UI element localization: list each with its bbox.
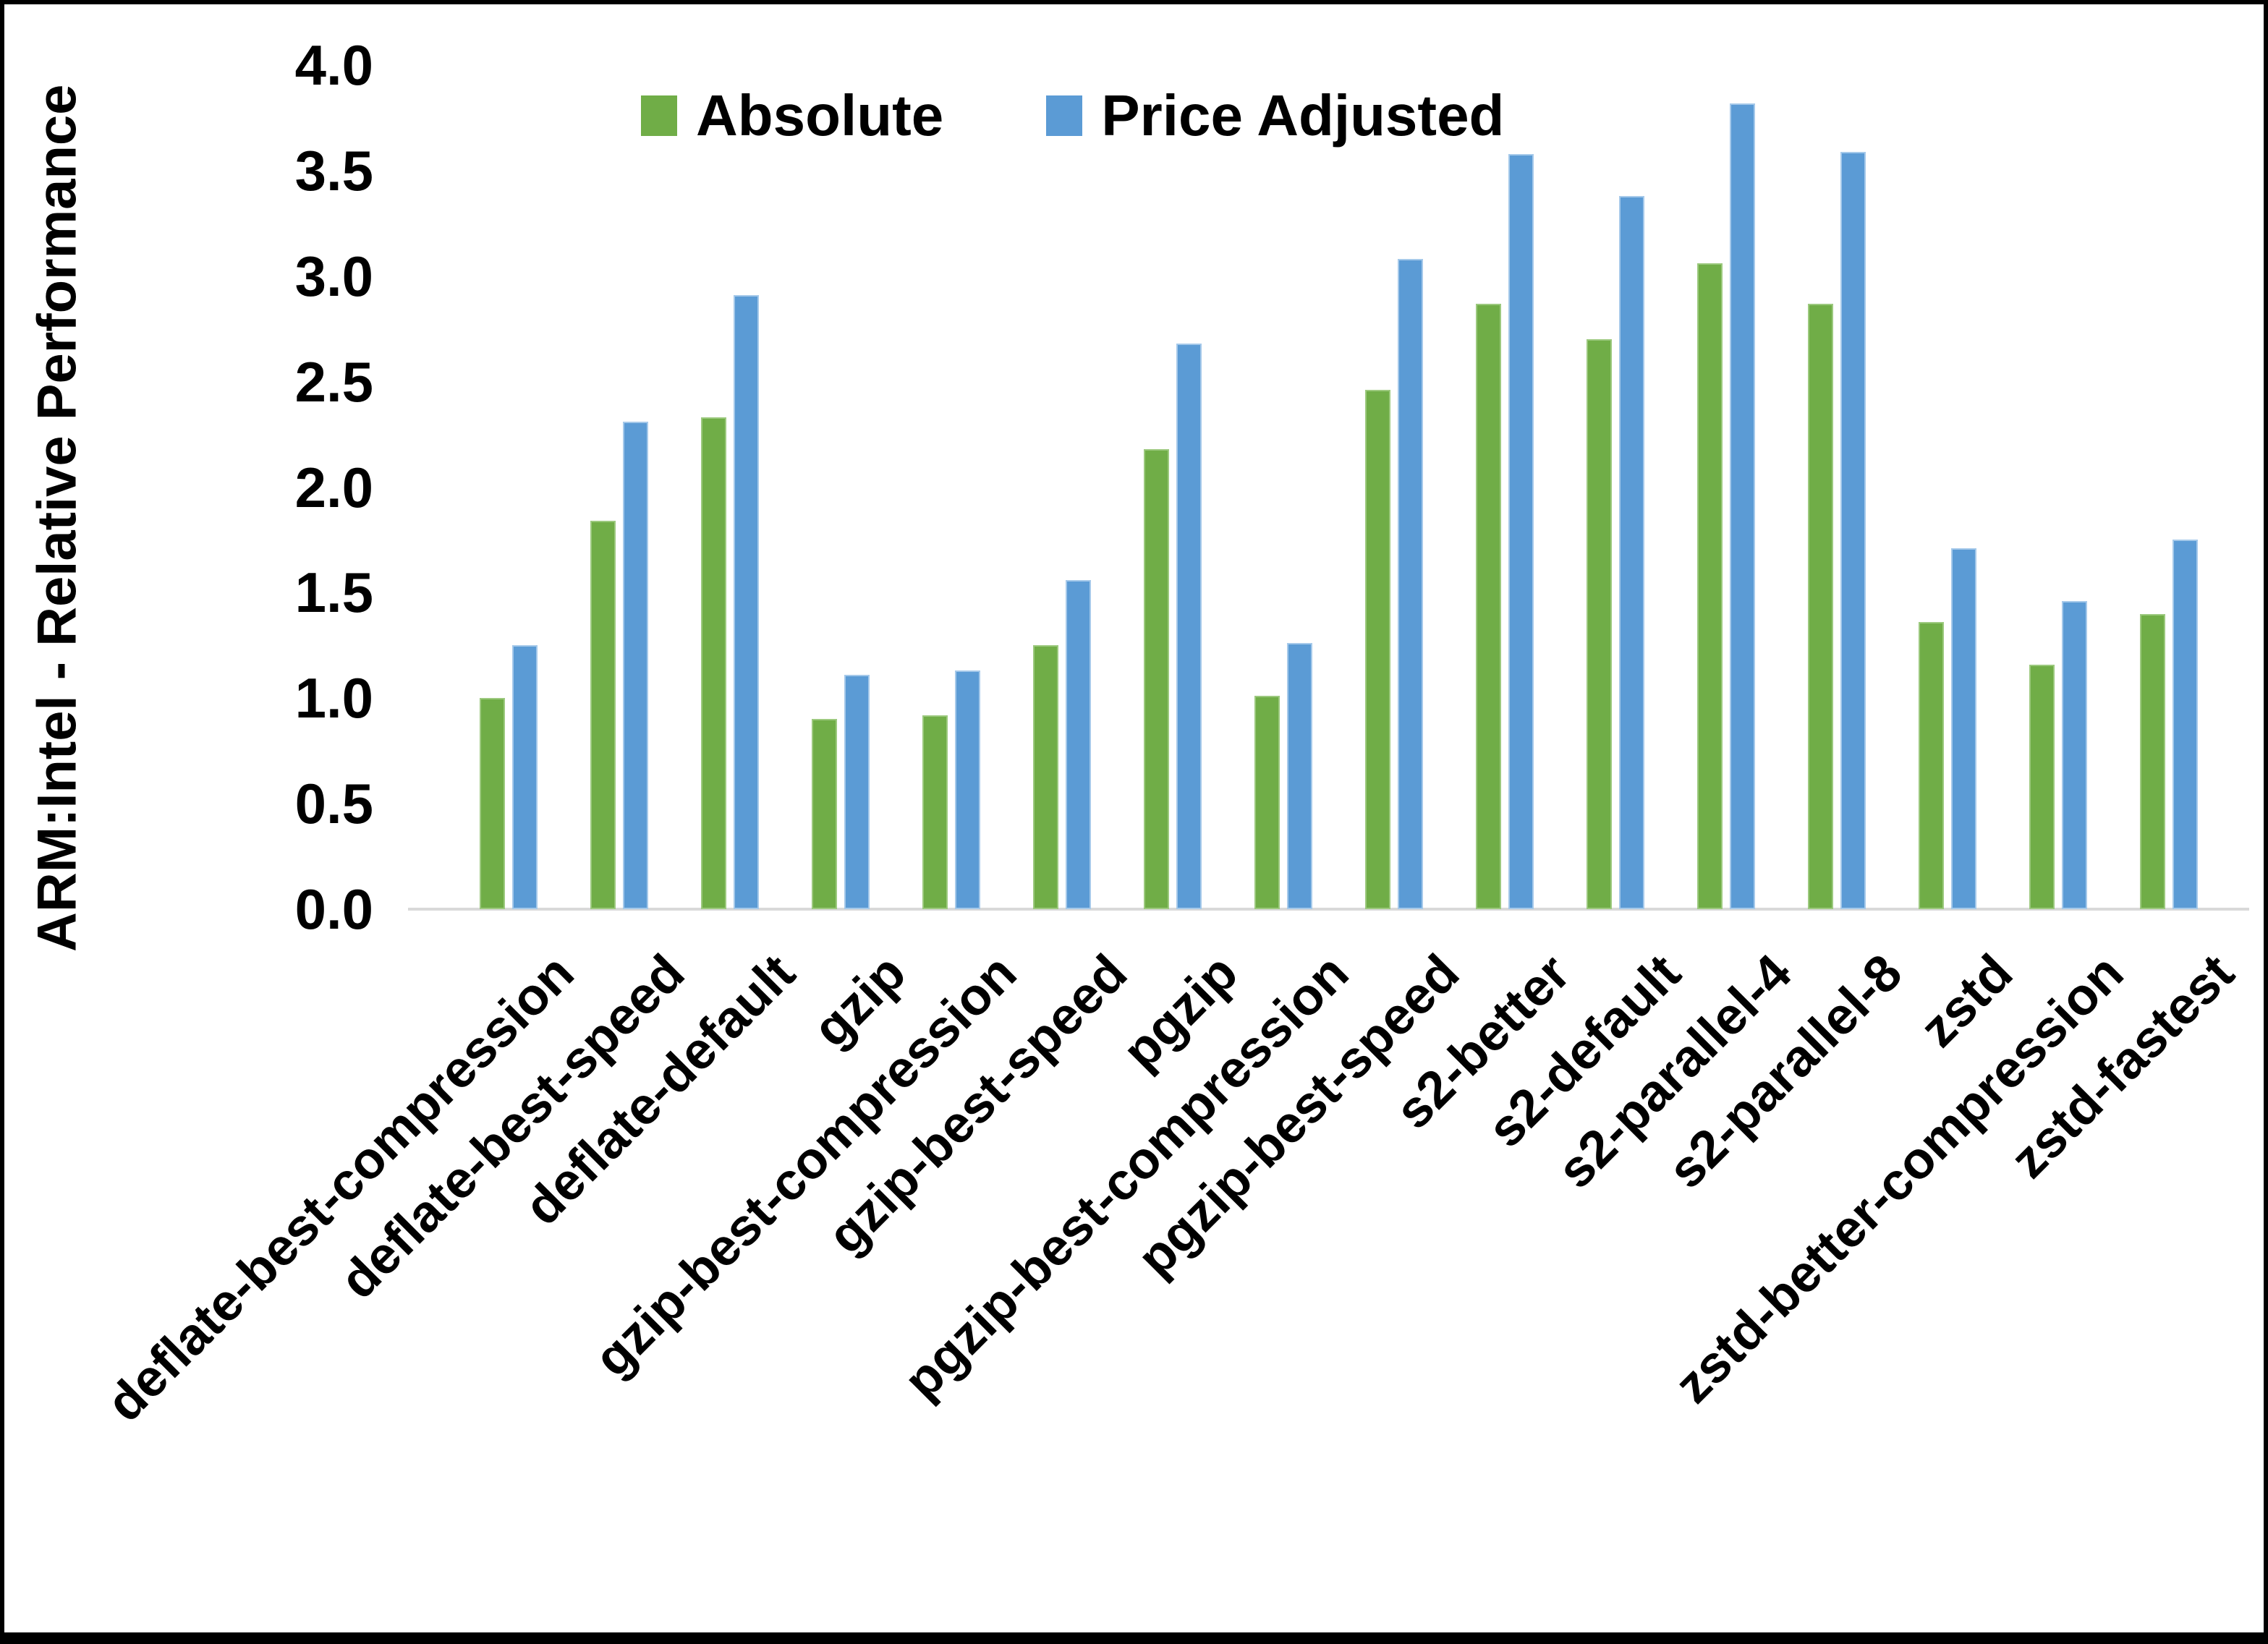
bar-absolute (922, 715, 948, 909)
bar-price-adjusted (1840, 151, 1866, 909)
bar-absolute (1254, 696, 1280, 909)
bar-price-adjusted (1176, 344, 1202, 909)
y-tick-label: 1.0 (294, 666, 373, 731)
legend: Absolute Price Adjusted (641, 82, 1504, 149)
bar-price-adjusted (1951, 548, 1976, 909)
bar-price-adjusted (2062, 601, 2087, 909)
bar-absolute (2140, 613, 2165, 909)
bar-absolute (1476, 303, 1501, 909)
legend-swatch-price-adjusted (1046, 95, 1083, 136)
legend-item-price-adjusted: Price Adjusted (1046, 82, 1504, 149)
y-tick-label: 0.5 (294, 772, 373, 836)
bar-price-adjusted (1287, 643, 1312, 909)
y-tick-label: 4.0 (294, 33, 373, 97)
legend-item-absolute: Absolute (641, 82, 943, 149)
bar-absolute (1144, 449, 1169, 909)
bar-price-adjusted (844, 675, 870, 909)
bar-price-adjusted (1508, 153, 1534, 909)
bar-price-adjusted (623, 422, 648, 909)
bar-price-adjusted (2173, 540, 2198, 909)
legend-label-absolute: Absolute (696, 83, 944, 148)
legend-label-price-adjusted: Price Adjusted (1101, 83, 1505, 148)
y-tick-label: 2.0 (294, 455, 373, 519)
bar-absolute (1919, 622, 1944, 909)
legend-swatch-absolute (641, 95, 677, 136)
y-tick-label: 2.5 (294, 349, 373, 414)
y-tick-label: 1.5 (294, 561, 373, 625)
bar-price-adjusted (1619, 195, 1644, 909)
bar-price-adjusted (512, 645, 538, 909)
y-tick-label: 3.5 (294, 138, 373, 203)
y-axis-title: ARM:Intel - Relative Performance (26, 84, 88, 952)
bar-price-adjusted (955, 670, 980, 909)
y-tick-label: 3.0 (294, 244, 373, 308)
bar-absolute (1808, 303, 1833, 909)
plot-area (408, 65, 2249, 911)
x-tick-label: deflate-best-compression (95, 943, 585, 1433)
bar-absolute (1365, 390, 1390, 909)
bar-absolute (480, 698, 505, 909)
bar-price-adjusted (1398, 259, 1423, 909)
bar-absolute (1697, 263, 1723, 909)
bar-price-adjusted (1730, 103, 1755, 909)
bar-price-adjusted (1066, 579, 1091, 909)
y-tick-label: 0.0 (294, 877, 373, 941)
bar-absolute (1587, 339, 1612, 909)
x-axis-line (408, 908, 2249, 911)
bar-absolute (812, 719, 837, 909)
bar-absolute (1033, 645, 1058, 909)
bar-absolute (590, 521, 616, 909)
bar-absolute (701, 417, 726, 909)
bar-absolute (2029, 664, 2055, 909)
bar-price-adjusted (734, 295, 759, 909)
